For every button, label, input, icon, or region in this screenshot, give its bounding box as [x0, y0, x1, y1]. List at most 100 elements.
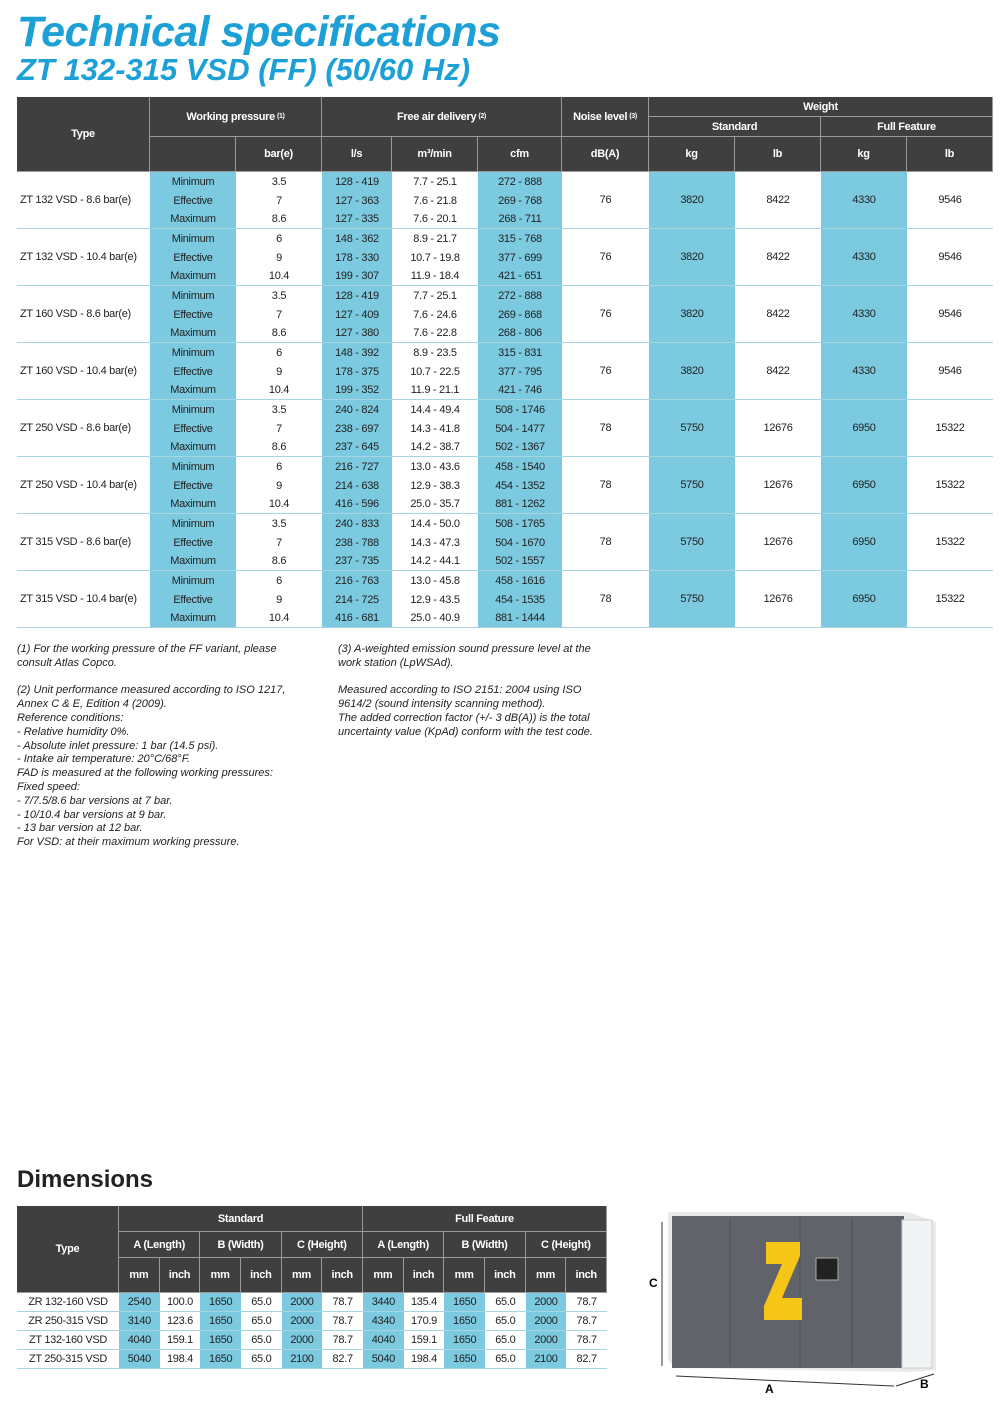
type-cell-text: ZT 132 VSD - 10.4 bar(e)	[20, 251, 137, 263]
pressure-cell-text: 9	[276, 593, 282, 606]
ls-cell-text: 238 - 697	[335, 422, 379, 435]
m3-cell: 11.9 - 21.1	[392, 381, 478, 400]
header-unit: lb	[735, 137, 821, 172]
ls-cell: 127 - 409	[322, 305, 392, 324]
level-label: Minimum	[150, 343, 236, 362]
dim-cell: 82.7	[322, 1350, 363, 1369]
dim-cell: 1650	[200, 1312, 241, 1331]
header-dim: A (Length)	[119, 1232, 201, 1258]
z-logo	[764, 1242, 802, 1320]
cfm-cell: 881 - 1444	[478, 609, 562, 628]
ls-cell: 216 - 727	[322, 457, 392, 476]
std-lb-cell: 12676	[735, 457, 821, 514]
std-lb-cell: 8422	[735, 229, 821, 286]
header-unit-text: dB(A)	[590, 148, 620, 160]
dim-cell: 65.0	[485, 1293, 526, 1312]
header-dim: A (Length)	[363, 1232, 445, 1258]
ls-cell: 178 - 375	[322, 362, 392, 381]
pressure-cell: 3.5	[236, 400, 322, 419]
level-label: Maximum	[150, 210, 236, 229]
std-kg-cell-text: 3820	[680, 194, 704, 206]
pressure-cell: 3.5	[236, 286, 322, 305]
level-label-text: Effective	[173, 479, 213, 492]
m3-cell-text: 10.7 - 19.8	[410, 251, 460, 264]
dim-cell-text: 82.7	[576, 1353, 598, 1365]
pressure-cell-text: 9	[276, 251, 282, 264]
note-line: - Relative humidity 0%.	[17, 725, 130, 738]
note-paragraph: (3) A-weighted emission sound pressure l…	[338, 643, 593, 671]
std-kg-cell: 5750	[649, 457, 735, 514]
cfm-cell: 454 - 1352	[478, 476, 562, 495]
title: Technical specifications	[17, 8, 501, 56]
header-unit: bar(e)	[236, 137, 322, 172]
dim-cell-text: 1650	[209, 1296, 233, 1308]
type-cell: ZT 315 VSD - 10.4 bar(e)	[17, 571, 150, 628]
dim-cell: 1650	[200, 1350, 241, 1369]
type-cell: ZT 132-160 VSD	[17, 1331, 119, 1350]
std-lb-cell-text: 8422	[766, 308, 790, 320]
ls-cell: 128 - 419	[322, 286, 392, 305]
std-lb-cell-text: 12676	[763, 422, 793, 434]
dim-cell: 4040	[119, 1331, 160, 1350]
note-line: consult Atlas Copco.	[17, 656, 117, 669]
ls-cell-text: 127 - 335	[335, 213, 379, 225]
m3-cell: 7.6 - 20.1	[392, 210, 478, 229]
note-line: - 10/10.4 bar versions at 9 bar.	[17, 808, 167, 821]
ls-cell: 178 - 330	[322, 248, 392, 267]
cfm-cell-text: 269 - 868	[498, 308, 542, 321]
std-kg-cell: 3820	[649, 343, 735, 400]
m3-cell-text: 14.2 - 38.7	[410, 441, 460, 453]
header-standard-text: Standard	[711, 120, 758, 133]
pressure-cell-text: 10.4	[268, 612, 290, 624]
dimension-a	[675, 1375, 895, 1387]
cfm-cell: 454 - 1535	[478, 590, 562, 609]
pressure-cell-text: 7	[276, 536, 282, 549]
dim-cell: 198.4	[159, 1350, 201, 1369]
m3-cell-text: 11.9 - 21.1	[410, 384, 460, 396]
level-label: Minimum	[150, 400, 236, 419]
pressure-cell: 6	[236, 571, 322, 590]
level-label-text: Maximum	[170, 384, 216, 396]
ls-cell-text: 199 - 307	[335, 270, 379, 282]
m3-cell: 10.7 - 22.5	[392, 362, 478, 381]
header-dim: B (Width)	[200, 1232, 282, 1258]
dim-cell-text: 65.0	[251, 1334, 272, 1346]
ff-kg-cell: 4330	[821, 286, 907, 343]
header-dim: C (Height)	[525, 1232, 607, 1258]
pressure-cell: 10.4	[236, 267, 322, 286]
dim-cell: 65.0	[241, 1293, 282, 1312]
note-line: 9614/2 (sound intensity scanning method)…	[338, 698, 546, 711]
note-line: Measured according to ISO 2151: 2004 usi…	[338, 684, 582, 697]
m3-cell: 14.4 - 49.4	[392, 400, 478, 419]
cfm-cell-text: 268 - 711	[498, 213, 542, 225]
cfm-cell: 458 - 1616	[478, 571, 562, 590]
type-cell-text: ZT 132 VSD - 8.6 bar(e)	[20, 194, 131, 206]
type-cell-text: ZT 250 VSD - 8.6 bar(e)	[20, 422, 131, 434]
ls-cell: 240 - 824	[322, 400, 392, 419]
ls-cell-text: 416 - 681	[335, 612, 379, 624]
cfm-cell: 421 - 746	[478, 381, 562, 400]
pressure-cell-text: 6	[276, 232, 282, 245]
pressure-cell: 9	[236, 362, 322, 381]
level-label-text: Maximum	[170, 213, 216, 225]
m3-cell-text: 8.9 - 21.7	[413, 232, 457, 245]
level-label-text: Effective	[173, 593, 213, 606]
dim-cell-text: 2000	[290, 1334, 314, 1346]
pressure-cell-text: 3.5	[271, 517, 287, 530]
dim-cell: 4340	[363, 1312, 404, 1331]
type-cell: ZT 160 VSD - 8.6 bar(e)	[17, 286, 150, 343]
noise-cell-text: 78	[599, 422, 612, 434]
type-cell-text: ZT 132-160 VSD	[28, 1334, 108, 1346]
dim-cell: 3440	[363, 1293, 404, 1312]
note-line: uncertainty value (KpAd) conform with th…	[338, 725, 593, 738]
ls-cell: 127 - 335	[322, 210, 392, 229]
std-lb-cell: 8422	[735, 343, 821, 400]
level-label-text: Maximum	[170, 612, 216, 624]
header-unit-text: m³/min	[417, 148, 452, 160]
std-lb-cell-text: 8422	[766, 251, 790, 263]
m3-cell: 25.0 - 40.9	[392, 609, 478, 628]
note-line: Reference conditions:	[17, 711, 124, 724]
m3-cell-text: 14.3 - 41.8	[410, 422, 460, 435]
ff-lb-cell: 9546	[907, 286, 993, 343]
pressure-cell-text: 8.6	[271, 555, 287, 567]
